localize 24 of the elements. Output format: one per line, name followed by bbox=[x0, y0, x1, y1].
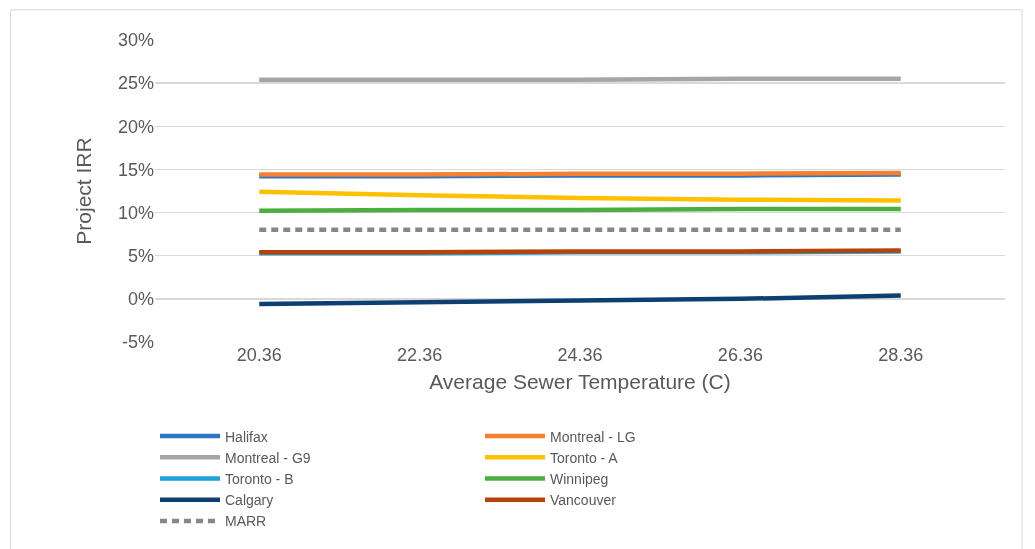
x-tick-label: 28.36 bbox=[878, 345, 924, 365]
legend-label: Montreal - G9 bbox=[225, 449, 311, 466]
legend-label: Winnipeg bbox=[550, 470, 609, 487]
x-axis-title: Average Sewer Temperature (C) bbox=[429, 370, 731, 394]
y-tick-label: 0% bbox=[127, 289, 154, 310]
legend-label: Toronto - B bbox=[225, 470, 294, 487]
y-tick-label: 30% bbox=[117, 30, 154, 51]
legend-label: Montreal - LG bbox=[550, 428, 636, 445]
legend-label: Toronto - A bbox=[550, 449, 619, 466]
x-tick-label: 20.36 bbox=[236, 345, 282, 365]
legend-label: Calgary bbox=[225, 492, 274, 509]
x-tick-label: 26.36 bbox=[717, 345, 763, 365]
y-tick-label: 5% bbox=[127, 246, 154, 267]
legend-label: Halifax bbox=[225, 428, 268, 445]
legend-label: MARR bbox=[225, 513, 267, 530]
y-tick-label: 10% bbox=[117, 202, 154, 223]
x-tick-label: 22.36 bbox=[397, 345, 443, 365]
y-tick-label: 15% bbox=[117, 159, 154, 180]
legend-label: Vancouver bbox=[550, 492, 617, 509]
y-axis-title: Project IRR bbox=[72, 137, 96, 245]
y-tick-label: -5% bbox=[121, 332, 154, 353]
y-tick-label: 20% bbox=[117, 116, 154, 137]
x-tick-label: 24.36 bbox=[557, 345, 603, 365]
y-tick-label: 25% bbox=[117, 73, 154, 94]
